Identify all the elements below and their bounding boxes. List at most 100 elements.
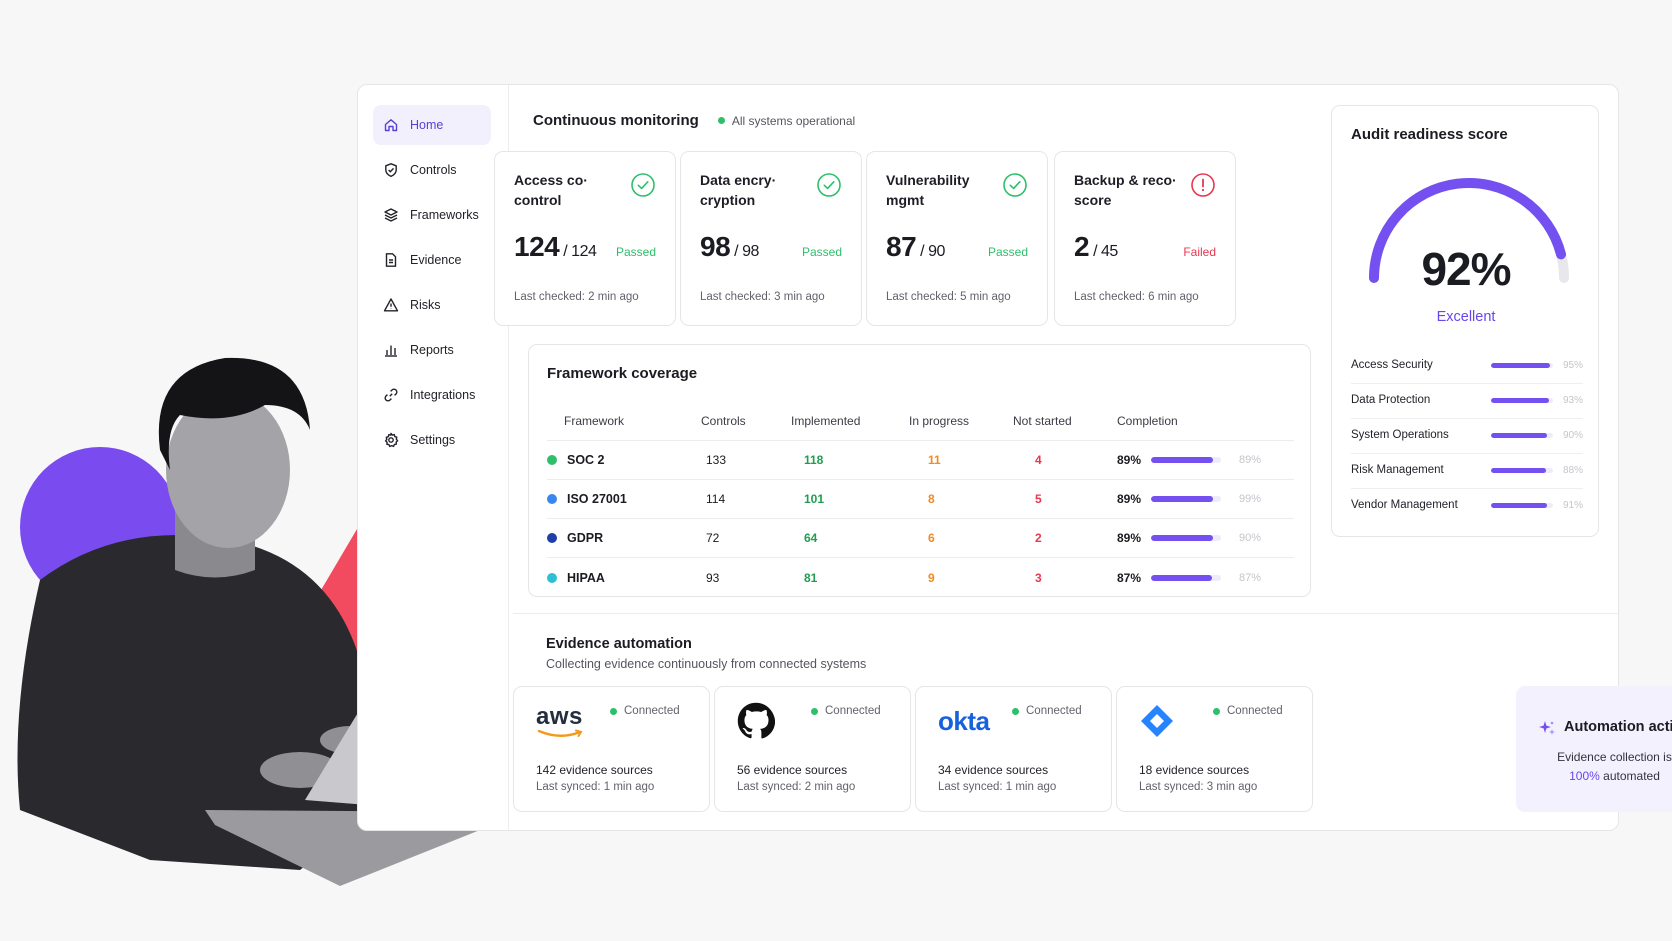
framework-coverage-panel: Framework coverage Framework Controls Im… <box>528 344 1311 597</box>
coverage-table-header: Framework Controls Implemented In progre… <box>547 401 1294 441</box>
integration-last-synced: Last synced: 3 min ago <box>1139 781 1258 793</box>
home-icon <box>383 117 399 133</box>
monitor-card[interactable]: Backup & reco· score 2/45 Failed Last checke… <box>1054 151 1236 326</box>
not-started-cell: 2 <box>1035 531 1042 545</box>
sidebar-item-label: Reports <box>410 343 454 357</box>
sidebar-item-label: Risks <box>410 298 441 312</box>
monitoring-title: Continuous monitoring <box>533 112 699 129</box>
audit-category-row: Risk Management 88% <box>1351 464 1583 476</box>
connected-dot <box>1012 707 1019 715</box>
monitor-card-title-line1: Backup & reco· <box>1074 172 1177 188</box>
connected-dot <box>610 707 617 715</box>
sidebar-item-evidence[interactable]: Evidence <box>373 240 491 280</box>
col-framework: Framework <box>564 413 625 428</box>
integration-card[interactable]: Connected 56 evidence sources Last synced:… <box>714 686 911 812</box>
monitor-card-value: 124/124 <box>514 231 597 263</box>
completion-secondary-percent: 99% <box>1239 493 1262 505</box>
sidebar-item-risks[interactable]: Risks <box>373 285 491 325</box>
dashboard-window: Home Controls Frameworks Evidence Risks Repor… <box>357 84 1672 831</box>
implemented-cell: 101 <box>804 492 825 506</box>
monitor-card[interactable]: Access co· control 124/124 Passed Last check… <box>494 151 676 326</box>
sidebar-item-label: Integrations <box>410 388 476 402</box>
monitor-card-value: 87/90 <box>886 231 945 263</box>
jira-icon <box>1141 705 1173 737</box>
integration-last-synced: Last synced: 2 min ago <box>737 781 856 793</box>
integration-sources: 142 evidence sources <box>536 763 653 777</box>
completion-bar <box>1151 535 1221 541</box>
integration-status: Connected <box>1213 705 1283 717</box>
sidebar-item-home[interactable]: Home <box>373 105 491 145</box>
audit-row-divider <box>1351 418 1583 419</box>
completion-percent: 89% <box>1117 531 1142 545</box>
table-row[interactable]: SOC 2 133 118 11 4 89% 89% <box>547 441 1294 480</box>
completion-secondary-percent: 89% <box>1239 454 1262 466</box>
framework-cell: ISO 27001 <box>547 492 689 506</box>
in-progress-cell: 11 <box>928 453 941 467</box>
completion-cell: 89% 90% <box>1117 531 1294 545</box>
integration-card[interactable]: Connected 18 evidence sources Last synced:… <box>1116 686 1313 812</box>
audit-category-bar <box>1490 397 1553 403</box>
implemented-cell: 118 <box>804 453 824 467</box>
col-completion: Completion <box>1117 413 1178 428</box>
framework-name: ISO 27001 <box>567 492 627 506</box>
automation-desc-suffix: automated <box>1599 769 1660 783</box>
integration-logo: okta <box>938 701 1008 741</box>
evidence-title: Evidence automation <box>546 636 692 652</box>
automation-desc-line1: Evidence collection is <box>1557 750 1672 764</box>
audit-title: Audit readiness score <box>1351 126 1508 143</box>
monitor-card-last-checked: Last checked: 3 min ago <box>700 291 825 303</box>
sidebar-item-controls[interactable]: Controls <box>373 150 491 190</box>
aws-smile-icon <box>537 729 583 737</box>
completion-cell: 89% 89% <box>1117 453 1294 467</box>
audit-category-name: Risk Management <box>1351 464 1444 476</box>
monitor-card[interactable]: Vulnerability mgmt 87/90 Passed Last checked… <box>866 151 1048 326</box>
sidebar: Home Controls Frameworks Evidence Risks Repor… <box>373 105 491 465</box>
table-row[interactable]: GDPR 72 64 6 2 89% 90% <box>547 519 1294 558</box>
sidebar-item-settings[interactable]: Settings <box>373 420 491 460</box>
controls-cell: 133 <box>706 453 727 467</box>
audit-category-row: Data Protection 93% <box>1351 394 1583 406</box>
not-started-cell: 4 <box>1035 453 1042 467</box>
audit-category-name: Data Protection <box>1351 394 1431 406</box>
audit-category-percent: 91% <box>1562 499 1583 511</box>
audit-category-bar <box>1490 502 1553 508</box>
sidebar-item-label: Frameworks <box>410 208 479 222</box>
in-progress-cell: 8 <box>928 492 935 506</box>
audit-category-percent: 93% <box>1562 394 1583 406</box>
monitor-card[interactable]: Data encry· cryption 98/98 Passed Last check… <box>680 151 862 326</box>
sidebar-item-frameworks[interactable]: Frameworks <box>373 195 491 235</box>
person-hair <box>158 357 310 470</box>
monitor-card-title: Vulnerability mgmt <box>886 170 996 210</box>
audit-category-row: Access Security 95% <box>1351 359 1583 371</box>
monitor-card-title-line2: mgmt <box>886 192 925 208</box>
monitoring-header: Continuous monitoring All systems operat… <box>533 112 855 129</box>
monitor-card-status: Passed <box>615 245 656 259</box>
framework-cell: HIPAA <box>547 571 689 585</box>
audit-category-bar <box>1490 432 1553 438</box>
monitor-card-title: Data encry· cryption <box>700 170 810 210</box>
completion-bar <box>1151 496 1221 502</box>
integration-card[interactable]: aws Connected 142 evidence sources Last syn… <box>513 686 710 812</box>
completion-bar-fill <box>1151 496 1214 502</box>
table-row[interactable]: ISO 27001 114 101 8 5 89% 99% <box>547 480 1294 519</box>
audit-category-name: Access Security <box>1351 359 1433 371</box>
audit-gauge <box>1369 178 1569 283</box>
in-progress-cell: 6 <box>928 531 935 545</box>
connected-dot <box>811 707 818 715</box>
integration-logo: aws <box>536 701 606 741</box>
sidebar-item-reports[interactable]: Reports <box>373 330 491 370</box>
monitor-card-status: Passed <box>801 245 842 259</box>
monitor-card-total: 124 <box>571 243 597 260</box>
monitor-card-title: Backup & reco· score <box>1074 170 1184 210</box>
framework-name: SOC 2 <box>567 453 605 467</box>
warning-icon <box>383 297 399 313</box>
completion-bar-fill <box>1151 535 1214 541</box>
link-icon <box>383 387 399 403</box>
col-implemented: Implemented <box>791 413 861 428</box>
table-row[interactable]: HIPAA 93 81 9 3 87% 87% <box>547 558 1294 597</box>
audit-category-bar-fill <box>1490 502 1548 508</box>
sidebar-item-integrations[interactable]: Integrations <box>373 375 491 415</box>
completion-secondary-percent: 87% <box>1239 571 1262 584</box>
audit-row-divider <box>1351 383 1583 384</box>
integration-card[interactable]: okta Connected 34 evidence sources Last syn… <box>915 686 1112 812</box>
